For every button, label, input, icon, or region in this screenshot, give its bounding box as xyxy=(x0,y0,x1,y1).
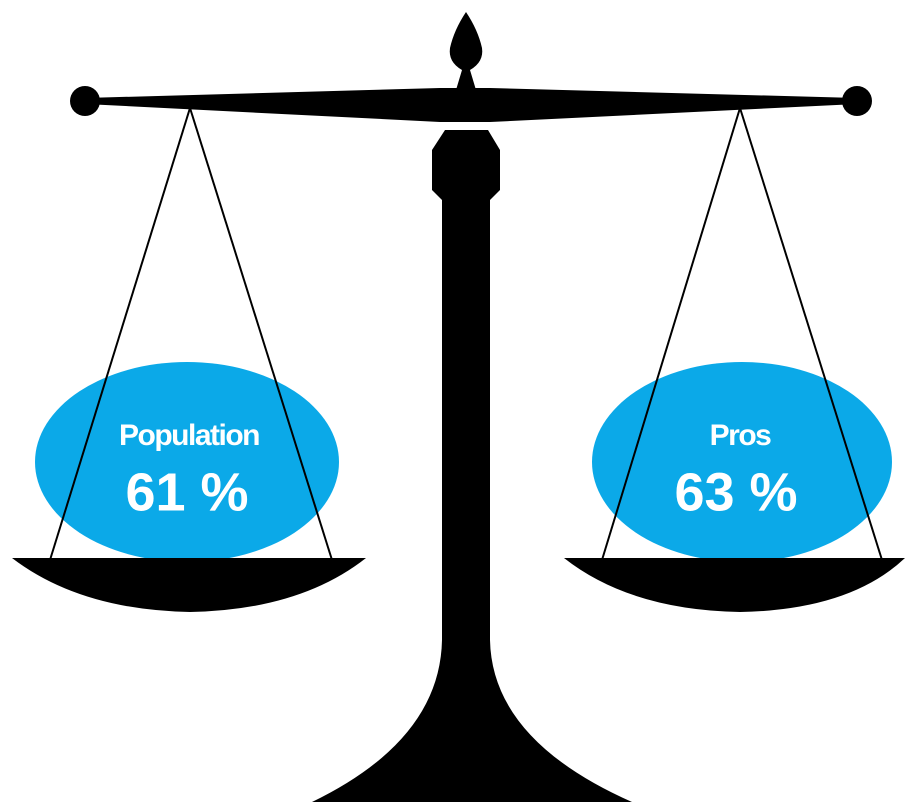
left-pan xyxy=(12,558,366,612)
beam-end xyxy=(842,86,872,116)
finial xyxy=(450,12,483,90)
beam xyxy=(85,88,857,122)
right-value: 63 % xyxy=(674,462,797,522)
beam-end xyxy=(70,86,100,116)
pillar xyxy=(312,130,632,802)
right-label: Pros xyxy=(710,419,772,452)
page: Population 61 % Pros 63 % (() => { const… xyxy=(0,0,905,802)
left-label: Population xyxy=(119,419,259,452)
left-value: 61 % xyxy=(125,462,248,522)
balance-scale: Population 61 % Pros 63 % xyxy=(0,0,905,802)
right-pan xyxy=(564,558,905,612)
